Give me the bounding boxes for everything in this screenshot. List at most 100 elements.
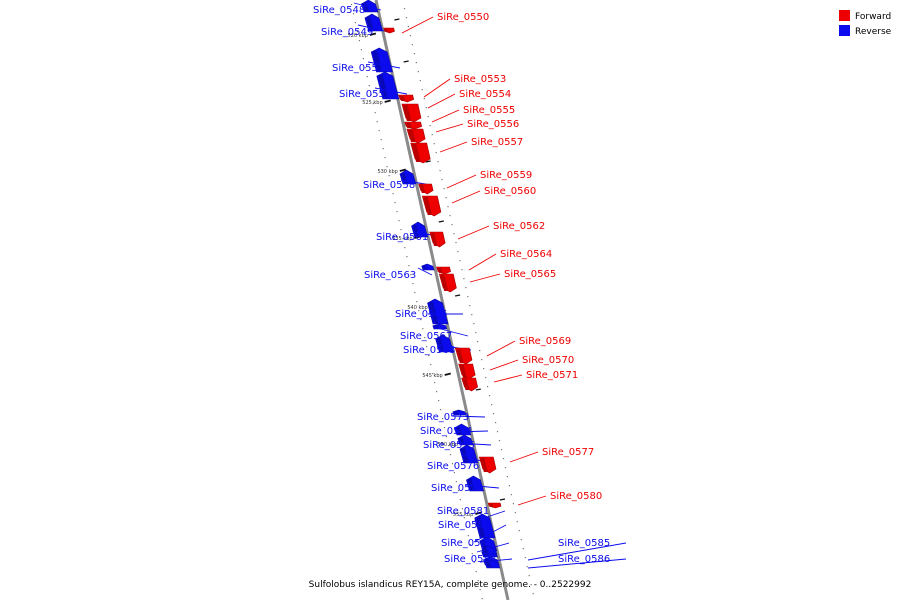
gene-label[interactable]: SiRe_0561: [376, 232, 428, 243]
gene-label[interactable]: SiRe_0556: [467, 119, 519, 130]
gene-shade: [362, 2, 369, 12]
gene-label[interactable]: SiRe_0585: [558, 538, 610, 549]
gene-label[interactable]: SiRe_0582: [438, 520, 490, 531]
guide-dot: [366, 76, 368, 78]
guide-dot: [418, 310, 420, 312]
guide-dot: [459, 260, 461, 262]
gene-label[interactable]: SiRe_0558: [363, 180, 415, 191]
guide-dot: [390, 184, 392, 186]
gene-label[interactable]: SiRe_0583: [441, 538, 493, 549]
gene-label[interactable]: SiRe_0553: [454, 74, 506, 85]
gene-label[interactable]: SiRe_0551: [332, 63, 384, 74]
leader-line: [427, 93, 456, 109]
gene-label[interactable]: SiRe_0557: [471, 137, 523, 148]
gene-sire-0575[interactable]: SiRe_0575: [423, 434, 492, 451]
gene-sire-0571[interactable]: SiRe_0571: [461, 370, 579, 392]
gene-sire-0567[interactable]: SiRe_0567: [400, 323, 469, 342]
gene-sire-0551[interactable]: SiRe_0551: [332, 47, 401, 74]
gene-sire-0553[interactable]: SiRe_0553: [398, 74, 507, 103]
gene-sire-0584[interactable]: SiRe_0584: [444, 554, 513, 566]
gene-sire-0562[interactable]: SiRe_0562: [429, 221, 546, 248]
guide-dot: [403, 8, 406, 10]
tick-mark: [384, 99, 391, 103]
gene-sire-0565[interactable]: SiRe_0565: [438, 269, 556, 293]
guide-dot: [465, 526, 467, 528]
guide-dot: [406, 256, 408, 258]
guide-dot: [465, 287, 467, 289]
gene-sire-0581[interactable]: SiRe_0581: [437, 506, 506, 539]
gene-label[interactable]: SiRe_0573: [417, 412, 469, 423]
gene-sire-0569[interactable]: SiRe_0569: [454, 336, 571, 365]
gene-label[interactable]: SiRe_0552: [339, 89, 391, 100]
leader-line: [509, 451, 539, 463]
guide-dot: [469, 544, 471, 546]
gene-sire-0580[interactable]: SiRe_0580: [487, 491, 602, 509]
leader-line: [473, 524, 507, 543]
guide-dot: [514, 512, 516, 514]
guide-dot: [442, 418, 444, 420]
leader-line: [465, 484, 500, 489]
gene-sire-0566[interactable]: SiRe_0566: [395, 298, 463, 325]
gene-sire-0564[interactable]: SiRe_0564: [436, 249, 553, 275]
gene-label[interactable]: SiRe_0574: [420, 426, 472, 437]
gene-sire-0556[interactable]: SiRe_0556: [406, 119, 519, 144]
guide-dot: [445, 197, 447, 199]
gene-sire-0550[interactable]: SiRe_0550: [383, 12, 490, 34]
gene-label[interactable]: SiRe_0581: [437, 506, 489, 517]
gene-sire-0552[interactable]: SiRe_0552: [339, 71, 408, 100]
gene-sire-0585[interactable]: SiRe_0585: [481, 538, 627, 561]
gene-sire-0563[interactable]: SiRe_0563: [364, 263, 435, 281]
gene-label[interactable]: SiRe_0548: [313, 5, 365, 16]
gene-shade: [460, 447, 469, 462]
guide-dot: [425, 107, 427, 109]
gene-label[interactable]: SiRe_0559: [480, 170, 532, 181]
gene-sire-0555[interactable]: SiRe_0555: [404, 105, 516, 130]
gene-sire-0570[interactable]: SiRe_0570: [458, 355, 575, 380]
gene-label[interactable]: SiRe_0554: [459, 89, 511, 100]
gene-label[interactable]: SiRe_0584: [444, 554, 496, 565]
gene-sire-0586[interactable]: SiRe_0586: [484, 554, 627, 569]
gene-label[interactable]: SiRe_0578: [431, 483, 483, 494]
guide-dot: [364, 67, 366, 69]
gene-sire-0549[interactable]: SiRe_0549: [321, 13, 390, 38]
gene-label[interactable]: SiRe_0570: [522, 355, 574, 366]
gene-label[interactable]: SiRe_0555: [463, 105, 515, 116]
gene-label[interactable]: SiRe_0562: [493, 221, 545, 232]
tick-mark: [475, 388, 481, 391]
gene-label[interactable]: SiRe_0549: [321, 27, 373, 38]
gene-sire-0548[interactable]: SiRe_0548: [313, 0, 382, 16]
gene-label[interactable]: SiRe_0568: [403, 345, 455, 356]
gene-label[interactable]: SiRe_0567: [400, 331, 452, 342]
gene-label[interactable]: SiRe_0550: [437, 12, 489, 23]
gene-sire-0559[interactable]: SiRe_0559: [418, 170, 533, 195]
gene-shade: [489, 504, 494, 507]
guide-dot: [356, 31, 358, 33]
gene-label[interactable]: SiRe_0575: [423, 440, 475, 451]
guide-dot: [467, 296, 469, 298]
gene-label[interactable]: SiRe_0565: [504, 269, 556, 280]
gene-label[interactable]: SiRe_0577: [542, 447, 594, 458]
guide-dot: [445, 436, 448, 438]
gene-sire-0561[interactable]: SiRe_0561: [376, 221, 445, 243]
gene-sire-0554[interactable]: SiRe_0554: [401, 89, 511, 123]
gene-shade: [412, 224, 420, 236]
gene-sire-0573[interactable]: SiRe_0573: [417, 409, 486, 423]
gene-label[interactable]: SiRe_0580: [550, 491, 602, 502]
gene-label[interactable]: SiRe_0566: [395, 309, 447, 320]
gene-label[interactable]: SiRe_0569: [519, 336, 571, 347]
gene-sire-0576[interactable]: SiRe_0576: [427, 444, 496, 472]
gene-label[interactable]: SiRe_0586: [558, 554, 610, 565]
gene-label[interactable]: SiRe_0564: [500, 249, 552, 260]
gene-sire-0578[interactable]: SiRe_0578: [431, 475, 500, 494]
guide-dot: [469, 305, 471, 307]
gene-sire-0574[interactable]: SiRe_0574: [420, 423, 489, 437]
guide-dot: [447, 206, 449, 208]
gene-label[interactable]: SiRe_0571: [526, 370, 578, 381]
gene-sire-0577[interactable]: SiRe_0577: [478, 447, 594, 474]
gene-sire-0560[interactable]: SiRe_0560: [421, 186, 536, 217]
gene-label[interactable]: SiRe_0576: [427, 461, 479, 472]
gene-label[interactable]: SiRe_0563: [364, 270, 416, 281]
gene-label[interactable]: SiRe_0560: [484, 186, 536, 197]
gene-sire-0557[interactable]: SiRe_0557: [410, 137, 524, 164]
leader-line: [353, 2, 382, 11]
